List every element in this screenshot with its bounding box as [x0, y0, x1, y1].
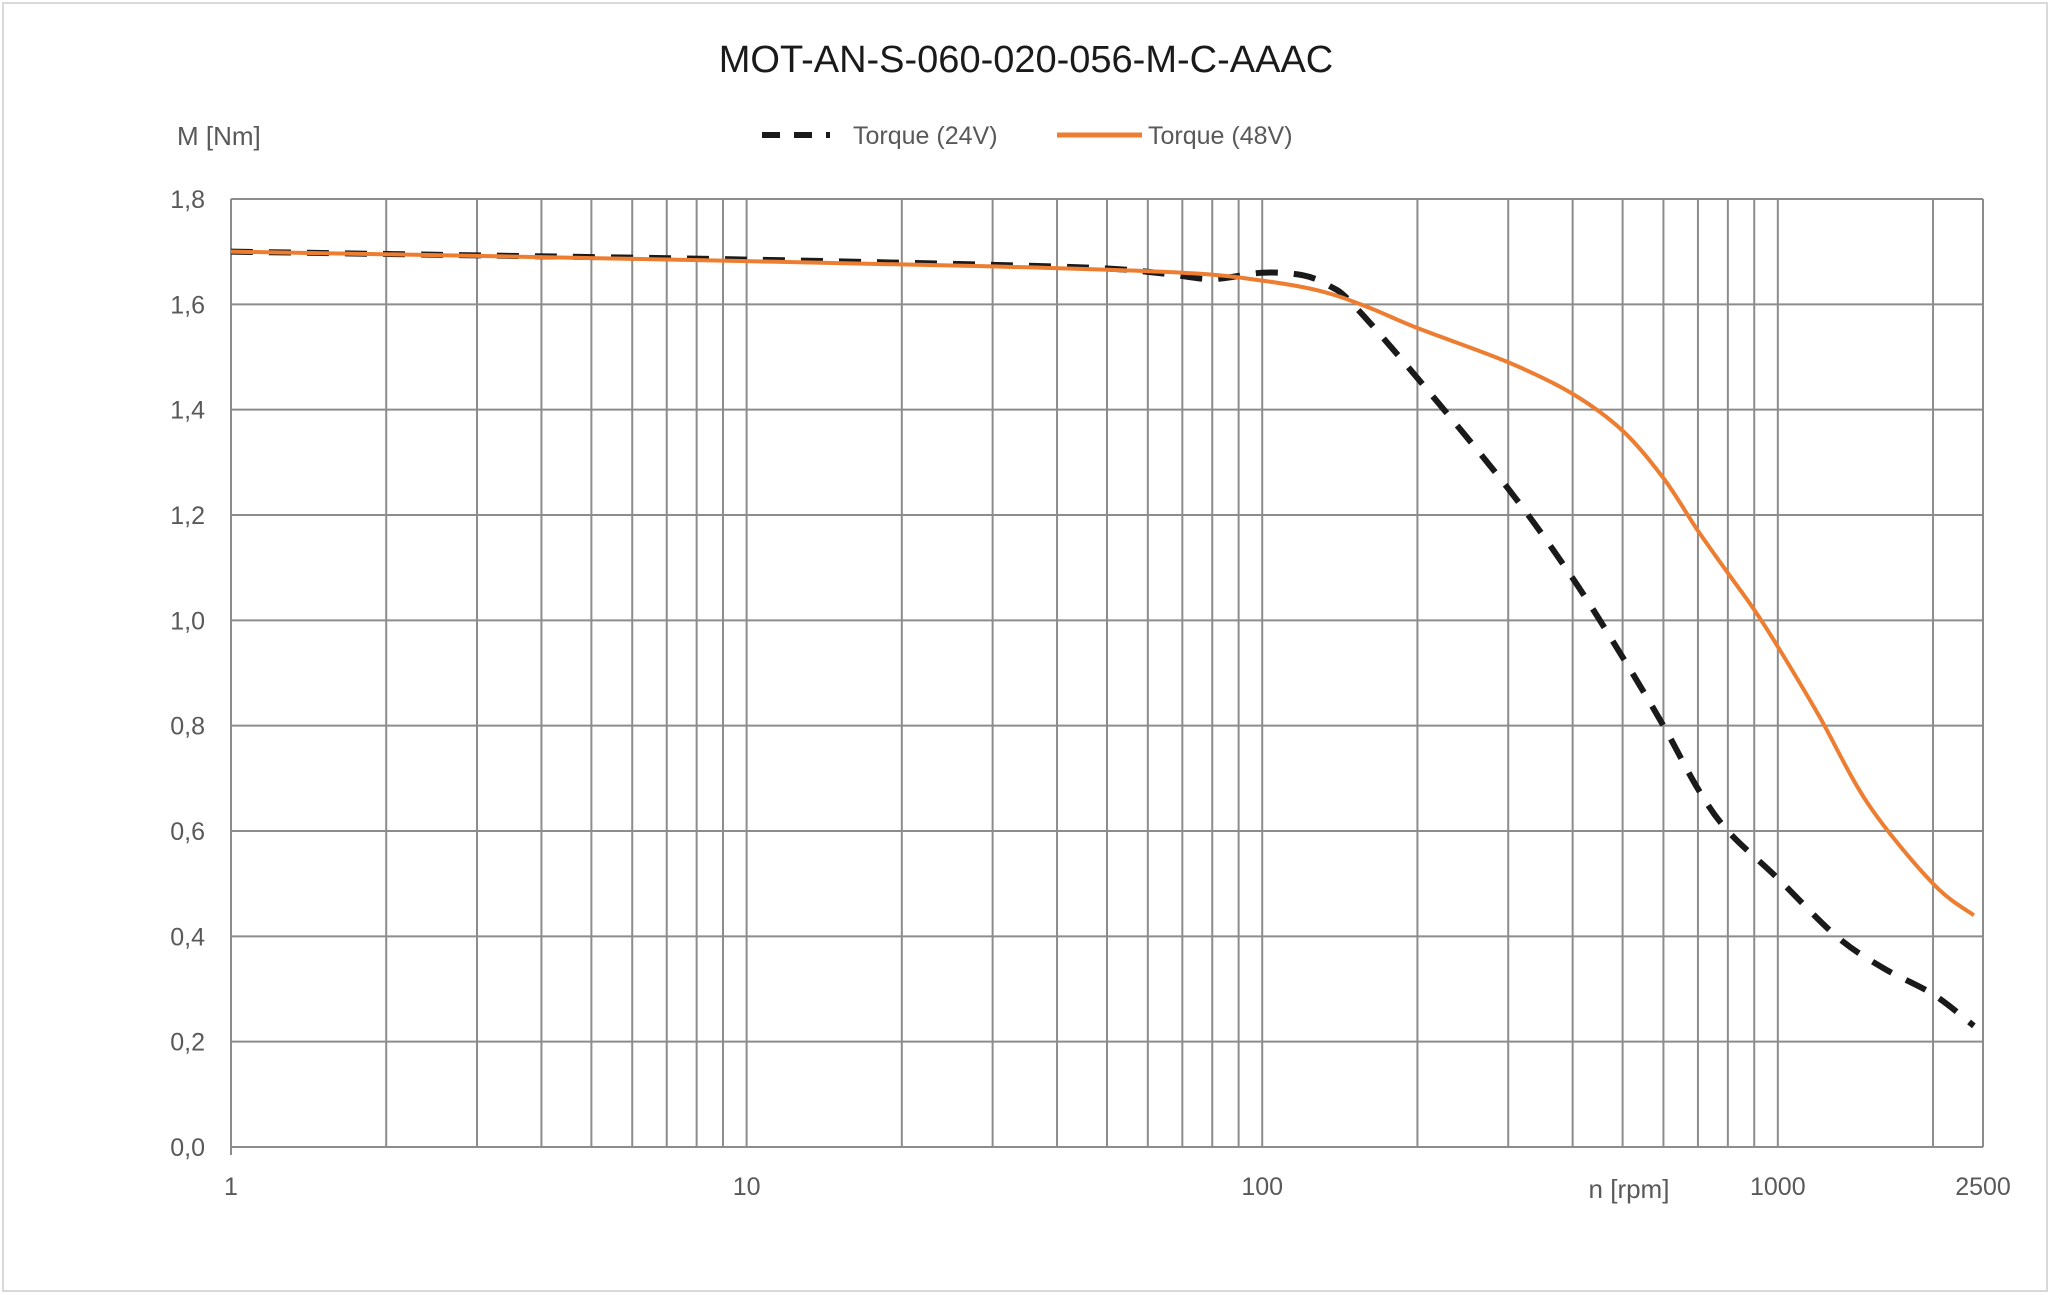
grid [230, 198, 1984, 1155]
legend: Torque (24V) Torque (48V) [762, 122, 1293, 150]
x-tick-labels: 1 10 100 1000 2500 [224, 1173, 2011, 1201]
y-axis-label: M [Nm] [177, 121, 261, 151]
x-axis-label: n [rpm] [1589, 1174, 1670, 1204]
series-lines [230, 248, 1976, 1029]
chart-title: MOT-AN-S-060-020-056-M-C-AAAC [719, 39, 1333, 81]
x-tick-label: 100 [1241, 1173, 1283, 1201]
y-tick-label: 1,0 [170, 607, 205, 635]
series-line-24v [230, 248, 1976, 1029]
y-tick-label: 1,8 [170, 186, 205, 214]
y-tick-label: 0,8 [170, 713, 205, 741]
series-line-48v [230, 249, 1976, 917]
y-tick-label: 1,4 [170, 397, 205, 425]
legend-label-24v: Torque (24V) [853, 122, 998, 150]
x-tick-label: 1 [224, 1173, 238, 1201]
y-tick-label: 0,6 [170, 818, 205, 846]
x-tick-label: 2500 [1955, 1173, 2011, 1201]
y-tick-label: 0,2 [170, 1029, 205, 1057]
y-tick-label: 0,4 [170, 923, 205, 951]
x-tick-label: 1000 [1750, 1173, 1806, 1201]
torque-speed-chart: MOT-AN-S-060-020-056-M-C-AAAC M [Nm] n [… [170, 39, 2011, 1204]
y-tick-label: 1,2 [170, 502, 205, 530]
x-tick-label: 10 [733, 1173, 761, 1201]
y-tick-label: 1,6 [170, 291, 205, 319]
legend-label-48v: Torque (48V) [1148, 122, 1293, 150]
y-tick-label: 0,0 [170, 1134, 205, 1162]
y-tick-labels: 0,0 0,2 0,4 0,6 0,8 1,0 1,2 1,4 1,6 1,8 [170, 186, 205, 1162]
